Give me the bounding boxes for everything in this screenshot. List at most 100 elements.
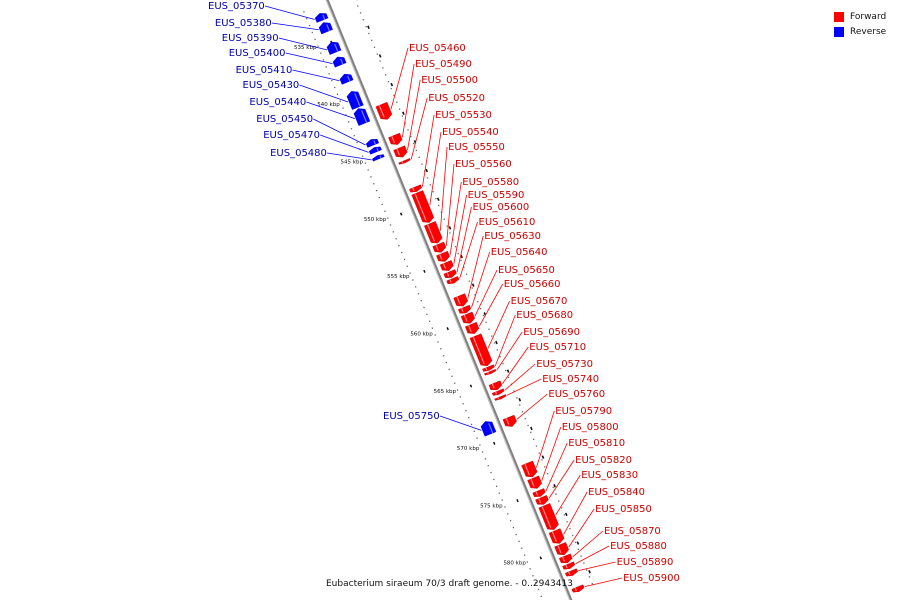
scale-dot [420,300,422,302]
scale-dot [347,121,350,123]
gene-highlight [557,545,562,554]
gene-highlight [461,308,464,313]
scale-dot [527,424,529,427]
genes-layer [314,13,585,593]
scale-dot [485,321,487,324]
scale-dot [488,328,490,330]
scale-dot [518,540,520,543]
scale-dot [398,244,400,247]
scale-dot [368,32,370,35]
gene-highlight [435,244,439,251]
scale-dash [378,54,382,58]
gene-highlight [376,147,379,152]
scale-dot [378,196,381,199]
scale-dot [308,24,311,27]
gene-highlight [442,263,447,269]
scale-dot [459,396,461,398]
scale-dot [454,382,456,384]
scale-dot [512,526,515,529]
scale-dot [526,561,528,563]
scale-dash [402,111,405,115]
reverse-gene-eus-05390 [326,41,342,55]
forward-gene-label-eus-05640: EUS_05640 [491,247,548,258]
forward-label-leader [584,577,623,588]
scale-dot [403,258,406,261]
scale-dash [518,398,522,402]
forward-gene-label-eus-05880: EUS_05880 [610,541,667,552]
scale-tick-mark [469,384,473,388]
scale-dot [409,272,411,274]
scale-dot [574,541,577,544]
forward-label-leader [449,181,462,255]
scale-dot [572,534,574,537]
label-leaders-layer [264,5,623,588]
scale-dot [583,562,585,564]
forward-gene-eus-05900 [571,584,585,593]
scale-dot [401,251,403,254]
scale-dot [484,458,487,460]
forward-gene-label-eus-05850: EUS_05850 [595,504,652,515]
forward-gene-label-eus-05490: EUS_05490 [415,59,472,70]
legend-forward-label: Forward [850,11,887,22]
scale-dot [470,423,473,426]
scale-dot [523,554,526,556]
scale-dot [345,114,347,116]
scale-dot [303,11,305,13]
scale-dot [563,514,566,516]
forward-label-leader [494,314,516,367]
scale-ticks-layer: 535 kbp 540 kbp 545 kbp 550 kbp 555 kbp 560 k… [294,40,542,567]
scale-dash [448,226,452,230]
scale-dot [401,115,404,117]
scale-dot [361,155,364,157]
scale-dot [396,101,398,103]
forward-label-leader [453,194,467,265]
scale-dot [448,368,450,371]
scale-dot [454,246,457,248]
backbone-layer [325,0,573,600]
scale-dot [392,231,394,233]
scale-dot [456,389,459,391]
scale-dot [322,59,325,61]
scale-dot [591,583,593,585]
gene-highlight [485,367,488,371]
scale-dot [442,355,445,357]
scale-dash [564,512,568,517]
gene-highlight [354,93,361,107]
forward-label-leader [548,459,575,499]
scale-dot [507,376,510,379]
legend-forward-swatch [834,11,844,22]
scale-dot [415,286,417,288]
scale-dash [541,455,545,459]
forward-label-leader [487,300,510,349]
gene-highlight [565,564,568,569]
scale-dash [436,197,440,201]
forward-gene-eus-05730 [491,388,505,396]
forward-gene-eus-05610 [446,276,460,285]
gene-highlight [524,463,530,476]
scale-dot [463,266,465,268]
forward-gene-label-eus-05690: EUS_05690 [523,327,580,338]
scale-dot [473,430,475,432]
forward-label-leader [467,235,484,299]
scale-tick-label: 545 kbp [341,160,364,166]
forward-gene-eus-05500 [393,145,408,158]
scale-dot [440,348,442,350]
scale-dot [519,404,521,406]
gene-highlight [530,478,535,487]
reverse-label-leader [306,101,355,119]
scale-dot [479,307,482,310]
scale-dot [546,473,549,475]
scale-dot [580,555,582,557]
gene-highlight [378,105,385,118]
forward-gene-label-eus-05600: EUS_05600 [472,202,529,213]
reverse-gene-eus-05400 [332,56,347,68]
forward-label-leader [496,331,523,371]
scale-tick-label: 560 kbp [410,331,433,337]
scale-dot [493,478,495,481]
scale-dot [537,588,540,591]
reverse-gene-eus-05470 [368,146,382,155]
forward-gene-eus-05890 [565,568,578,577]
scale-dash [471,283,475,287]
scale-dot [357,5,359,7]
forward-label-leader [578,561,616,571]
